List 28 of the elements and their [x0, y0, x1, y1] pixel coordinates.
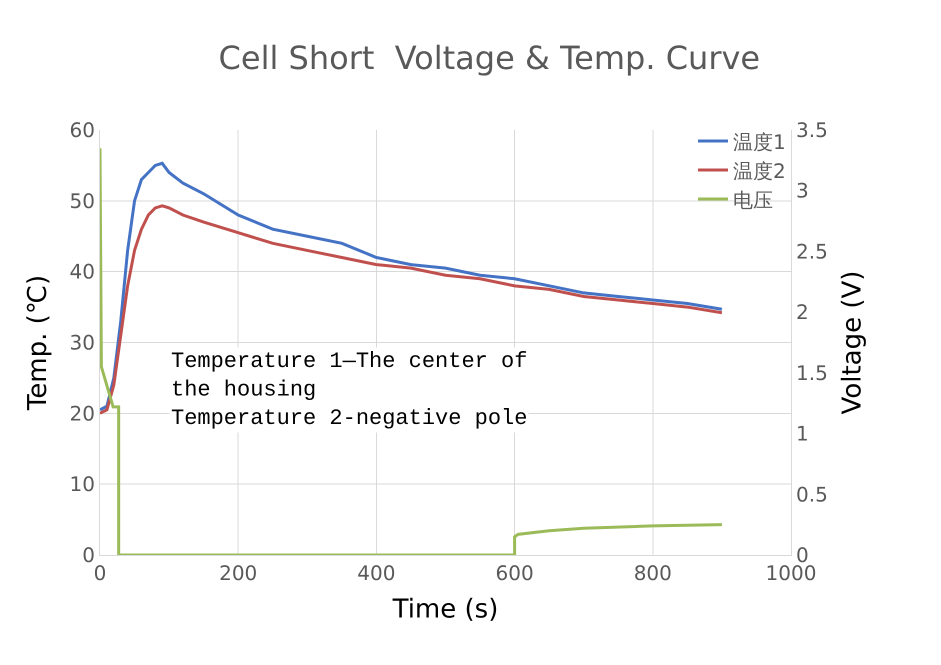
y-tick-label: 0: [82, 543, 95, 567]
x-tick-label: 800: [634, 561, 672, 585]
line-series: [100, 146, 724, 555]
annotation: Temperature 1—The center of the housing Temperature 2-negative pole: [171, 349, 528, 432]
y2-tick-label: 1: [796, 422, 809, 446]
y2-tick-label: 0.5: [796, 482, 828, 506]
y-tick-label: 40: [70, 260, 95, 284]
x-tick-label: 400: [357, 561, 396, 585]
x-axis-title: Time (s): [392, 594, 498, 625]
y-tick-label: 50: [70, 188, 95, 213]
x-tick-label: 200: [219, 561, 258, 585]
y-axis-title: Temp. (℃): [22, 274, 53, 412]
legend-label: 温度2: [733, 158, 786, 183]
chart-title: Cell Short Voltage & Temp. Curve: [218, 38, 760, 77]
x-tick-label: 1000: [766, 561, 816, 585]
x-tick-label: 600: [496, 561, 534, 585]
y2-tick-label: 2: [796, 300, 809, 324]
y2-tick-label: 3: [796, 178, 809, 203]
y2-axis-title: Voltage (V): [838, 270, 868, 414]
y-tick-label: 10: [70, 472, 95, 496]
legend-label: 温度1: [733, 130, 786, 154]
y-tick-label: 30: [70, 330, 95, 354]
legend-label: 电压: [733, 188, 773, 212]
y2-tick-label: 1.5: [796, 360, 828, 385]
y-tick-label: 20: [70, 401, 95, 426]
y2-tick-label: 3.5: [796, 118, 828, 142]
y2-tick-label: 2.5: [796, 239, 828, 264]
y-tick-label: 60: [70, 118, 95, 142]
